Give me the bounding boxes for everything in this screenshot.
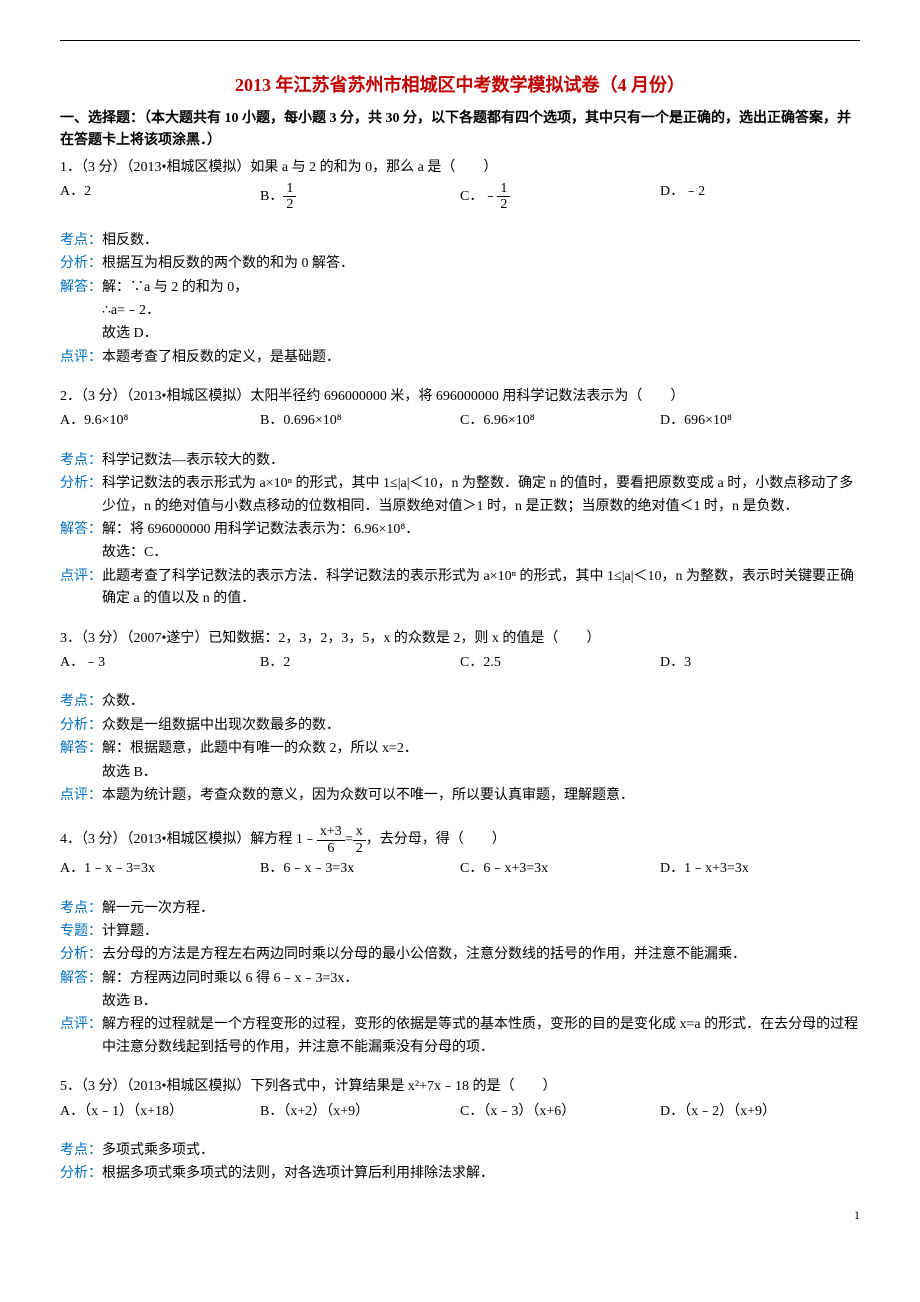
q3-dp: 本题为统计题，考查众数的意义，因为众数可以不唯一，所以要认真审题，理解题意． [102, 785, 860, 807]
q1-jd1: 解：∵a 与 2 的和为 0， [102, 277, 860, 299]
q1-jd2: ∴a=﹣2． [102, 300, 860, 322]
doc-title: 2013 年江苏省苏州市相城区中考数学模拟试卷（4 月份） [60, 71, 860, 100]
q1-opt-b: B．12 [260, 181, 460, 213]
q4-pre: 4．（3 分）（2013•相城区模拟）解方程 1﹣ [60, 832, 317, 847]
q2-text: 2．（3 分）（2013•相城区模拟）太阳半径约 696000000 米，将 6… [60, 386, 860, 408]
dp-label: 点评： [60, 785, 102, 807]
q2-opt-b: B．0.696×10⁸ [260, 410, 460, 432]
jd-label: 解答： [60, 519, 102, 541]
section-1-head: 一、选择题：（本大题共有 10 小题，每小题 3 分，共 30 分，以下各题都有… [60, 108, 860, 153]
q5-kd: 多项式乘多项式． [102, 1140, 860, 1162]
q4-dp: 解方程的过程就是一个方程变形的过程，变形的依据是等式的基本性质，变形的目的是变化… [102, 1014, 860, 1059]
q1-c-pre: C．﹣ [460, 189, 497, 204]
q1-kd: 相反数． [102, 230, 860, 252]
q1-b-pre: B． [260, 189, 283, 204]
q3-jd1: 解：根据题意，此题中有唯一的众数 2，所以 x=2． [102, 738, 860, 760]
q2-options: A．9.6×10⁸ B．0.696×10⁸ C．6.96×10⁸ D．696×1… [60, 410, 860, 432]
q3-kd: 众数． [102, 691, 860, 713]
q1-text: 1．（3 分）（2013•相城区模拟）如果 a 与 2 的和为 0，那么 a 是… [60, 157, 860, 179]
page-number: 1 [60, 1206, 860, 1225]
kd-label: 考点： [60, 1140, 102, 1162]
jd-label: 解答： [60, 738, 102, 760]
kd-label: 考点： [60, 450, 102, 472]
fx-label: 分析： [60, 715, 102, 737]
zt-label: 专题： [60, 921, 102, 943]
top-rule [60, 40, 860, 41]
q4-kd: 解一元一次方程． [102, 898, 860, 920]
q2-opt-d: D．696×10⁸ [660, 410, 860, 432]
q4-zt: 计算题． [102, 921, 860, 943]
q5-opt-b: B．（x+2）（x+9） [260, 1101, 460, 1123]
q4-mid: = [345, 832, 353, 847]
q3-options: A．﹣3 B．2 C．2.5 D．3 [60, 652, 860, 674]
q3-text: 3．（3 分）（2007•遂宁）已知数据：2，3，2，3，5，x 的众数是 2，… [60, 628, 860, 650]
q4-opt-b: B．6﹣x﹣3=3x [260, 858, 460, 880]
q4-options: A．1﹣x﹣3=3x B．6﹣x﹣3=3x C．6﹣x+3=3x D．1﹣x+3… [60, 858, 860, 880]
fx-label: 分析： [60, 473, 102, 518]
jd-label: 解答： [60, 968, 102, 990]
q3-opt-a: A．﹣3 [60, 652, 260, 674]
q1-dp: 本题考查了相反数的定义，是基础题． [102, 347, 860, 369]
q1-fx: 根据互为相反数的两个数的和为 0 解答． [102, 253, 860, 275]
q4-jd2: 故选 B． [102, 991, 860, 1013]
fx-label: 分析： [60, 944, 102, 966]
q1-opt-c: C．﹣12 [460, 181, 660, 213]
kd-label: 考点： [60, 898, 102, 920]
q5-text: 5．（3 分）（2013•相城区模拟）下列各式中，计算结果是 x²+7x﹣18 … [60, 1076, 860, 1098]
dp-label: 点评： [60, 566, 102, 611]
q4-opt-d: D．1﹣x+3=3x [660, 858, 860, 880]
q5-opt-a: A．（x﹣1）（x+18） [60, 1101, 260, 1123]
q1-opt-d: D．﹣2 [660, 181, 860, 213]
q2-fx: 科学记数法的表示形式为 a×10ⁿ 的形式，其中 1≤|a|＜10，n 为整数．… [102, 473, 860, 518]
q2-opt-a: A．9.6×10⁸ [60, 410, 260, 432]
q2-opt-c: C．6.96×10⁸ [460, 410, 660, 432]
q4-jd1: 解：方程两边同时乘以 6 得 6﹣x﹣3=3x． [102, 968, 860, 990]
q1-options: A．2 B．12 C．﹣12 D．﹣2 [60, 181, 860, 213]
q4-frac1: x+36 [317, 824, 345, 856]
q2-kd: 科学记数法—表示较大的数． [102, 450, 860, 472]
q3-fx: 众数是一组数据中出现次数最多的数． [102, 715, 860, 737]
q1-c-frac: 12 [497, 181, 510, 213]
q4-opt-c: C．6﹣x+3=3x [460, 858, 660, 880]
q4-post: ，去分母，得（ ） [366, 832, 506, 847]
q5-opt-c: C．（x﹣3）（x+6） [460, 1101, 660, 1123]
fx-label: 分析： [60, 1163, 102, 1185]
q5-options: A．（x﹣1）（x+18） B．（x+2）（x+9） C．（x﹣3）（x+6） … [60, 1101, 860, 1123]
q2-dp: 此题考查了科学记数法的表示方法．科学记数法的表示形式为 a×10ⁿ 的形式，其中… [102, 566, 860, 611]
fx-label: 分析： [60, 253, 102, 275]
q1-opt-a: A．2 [60, 181, 260, 213]
q3-opt-d: D．3 [660, 652, 860, 674]
q5-fx: 根据多项式乘多项式的法则，对各选项计算后利用排除法求解． [102, 1163, 860, 1185]
q2-jd1: 解：将 696000000 用科学记数法表示为：6.96×10⁸． [102, 519, 860, 541]
jd-label: 解答： [60, 277, 102, 299]
q3-opt-c: C．2.5 [460, 652, 660, 674]
kd-label: 考点： [60, 691, 102, 713]
q3-opt-b: B．2 [260, 652, 460, 674]
kd-label: 考点： [60, 230, 102, 252]
q5-opt-d: D．（x﹣2）（x+9） [660, 1101, 860, 1123]
q4-opt-a: A．1﹣x﹣3=3x [60, 858, 260, 880]
q1-b-frac: 12 [283, 181, 296, 213]
dp-label: 点评： [60, 1014, 102, 1059]
q3-jd2: 故选 B． [102, 762, 860, 784]
q4-text: 4．（3 分）（2013•相城区模拟）解方程 1﹣x+36=x2，去分母，得（ … [60, 824, 860, 856]
q4-fx: 去分母的方法是方程左右两边同时乘以分母的最小公倍数，注意分数线的括号的作用，并注… [102, 944, 860, 966]
dp-label: 点评： [60, 347, 102, 369]
q2-jd2: 故选：C． [102, 542, 860, 564]
q1-jd3: 故选 D． [102, 323, 860, 345]
q4-frac2: x2 [353, 824, 366, 856]
